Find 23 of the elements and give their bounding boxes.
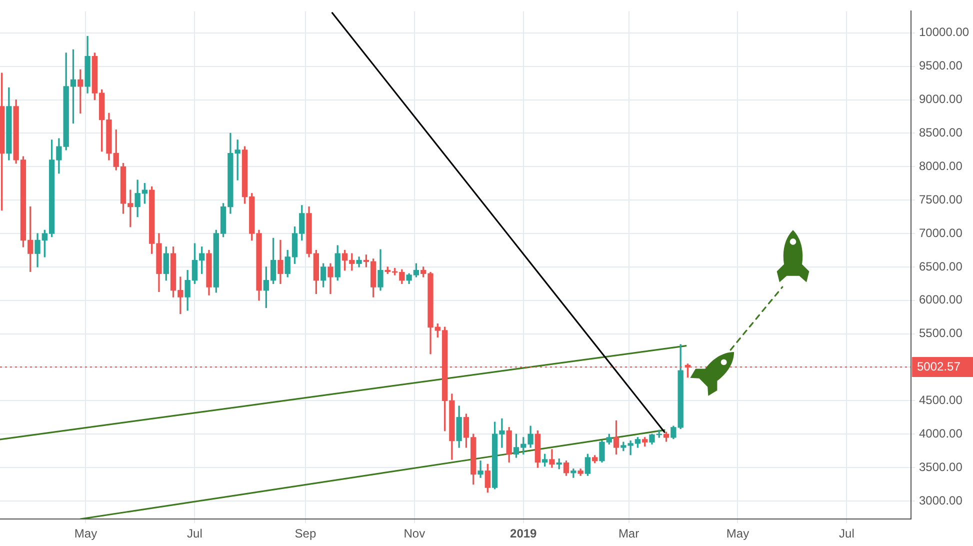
y-tick-label: 10000.00 — [919, 25, 970, 40]
y-tick-label: 4500.00 — [919, 392, 963, 407]
y-tick-label: 5500.00 — [919, 326, 963, 340]
y-tick-label: 7500.00 — [919, 192, 963, 206]
x-tick-label: 2019 — [510, 526, 538, 541]
x-tick-label: Nov — [404, 526, 426, 541]
y-tick-label: 8500.00 — [919, 126, 963, 140]
x-tick-label: Jul — [187, 526, 202, 541]
x-tick-label: May — [74, 526, 98, 541]
x-tick-label: Jul — [839, 526, 854, 541]
y-tick-label: 6000.00 — [919, 292, 963, 307]
x-tick-label: May — [726, 526, 750, 541]
y-tick-label: 3000.00 — [919, 493, 963, 508]
y-tick-label: 4000.00 — [919, 426, 963, 440]
x-tick-label: Mar — [618, 526, 640, 541]
y-tick-label: 9000.00 — [919, 92, 963, 106]
y-tick-label: 6500.00 — [919, 259, 963, 274]
ref-line-label: 5002.57 — [917, 359, 961, 374]
y-tick-label: 3500.00 — [919, 460, 963, 474]
x-tick-label: Sep — [294, 526, 316, 541]
y-tick-label: 7000.00 — [919, 226, 963, 240]
y-tick-label: 8000.00 — [919, 158, 963, 173]
y-tick-label: 9500.00 — [919, 58, 963, 73]
